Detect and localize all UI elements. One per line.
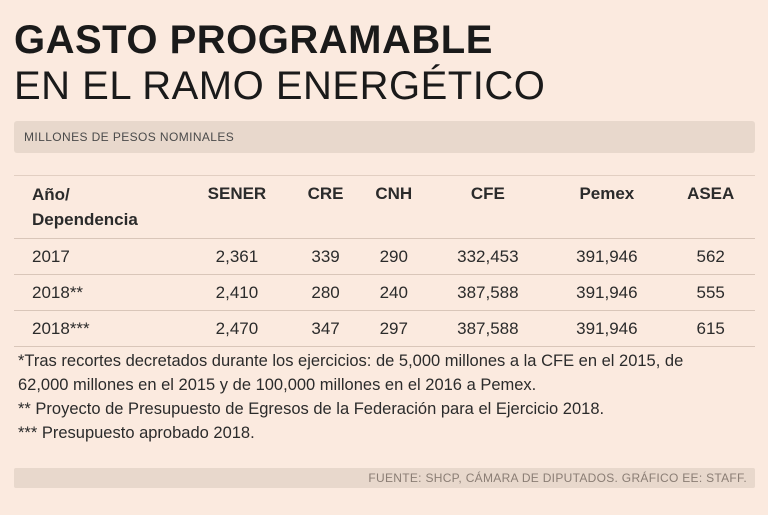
chart-title-line1: GASTO PROGRAMABLE bbox=[14, 18, 493, 62]
footnotes: *Tras recortes decretados durante los ej… bbox=[18, 349, 758, 445]
header-first-line2: Dependencia bbox=[32, 210, 138, 229]
table-cell: 391,946 bbox=[547, 310, 667, 347]
table-cell: 297 bbox=[359, 310, 429, 347]
table-cell: 332,453 bbox=[428, 238, 548, 275]
table-cell: 562 bbox=[666, 238, 755, 275]
table-cell: 339 bbox=[291, 238, 360, 275]
row-label: 2018** bbox=[14, 274, 182, 311]
table-cell: 387,588 bbox=[428, 274, 548, 311]
header-year-dependency: Año/ Dependencia bbox=[14, 175, 182, 239]
column-header: Pemex bbox=[547, 175, 667, 239]
table-cell: 2,410 bbox=[182, 274, 292, 311]
table-cell: 387,588 bbox=[428, 310, 548, 347]
table-cell: 555 bbox=[666, 274, 755, 311]
footnote: ** Proyecto de Presupuesto de Egresos de… bbox=[18, 400, 605, 418]
table-cell: 290 bbox=[359, 238, 429, 275]
row-label: 2018*** bbox=[14, 310, 182, 347]
footer-bar: FUENTE: SHCP, CÁMARA DE DIPUTADOS. GRÁFI… bbox=[14, 468, 755, 488]
column-header: SENER bbox=[182, 175, 292, 239]
column-header: CNH bbox=[359, 175, 429, 239]
subtitle-bar: MILLONES DE PESOS NOMINALES bbox=[14, 121, 755, 153]
header-first-line1: Año/ bbox=[32, 185, 70, 204]
footnote: 62,000 millones en el 2015 y de 100,000 … bbox=[18, 376, 537, 394]
units-subtitle: MILLONES DE PESOS NOMINALES bbox=[24, 130, 235, 144]
column-header: CFE bbox=[428, 175, 548, 239]
data-table: Año/ Dependencia SENER CRE CNH CFE Pemex… bbox=[14, 175, 755, 347]
table-row: 2018*** 2,470 347 297 387,588 391,946 61… bbox=[14, 310, 755, 347]
table-cell: 280 bbox=[291, 274, 360, 311]
table-cell: 240 bbox=[359, 274, 429, 311]
table-cell: 391,946 bbox=[547, 238, 667, 275]
row-label: 2017 bbox=[14, 238, 182, 275]
table-cell: 2,361 bbox=[182, 238, 292, 275]
column-header: CRE bbox=[291, 175, 360, 239]
table-header-row: Año/ Dependencia SENER CRE CNH CFE Pemex… bbox=[14, 175, 755, 239]
footnote: *** Presupuesto aprobado 2018. bbox=[18, 424, 255, 442]
column-header: ASEA bbox=[666, 175, 755, 239]
chart-title-line2: EN EL RAMO ENERGÉTICO bbox=[14, 64, 546, 108]
source-credit: FUENTE: SHCP, CÁMARA DE DIPUTADOS. GRÁFI… bbox=[368, 471, 747, 485]
table-cell: 347 bbox=[291, 310, 360, 347]
table-row: 2017 2,361 339 290 332,453 391,946 562 bbox=[14, 238, 755, 275]
footnote: *Tras recortes decretados durante los ej… bbox=[18, 352, 684, 370]
table-cell: 391,946 bbox=[547, 274, 667, 311]
table-cell: 2,470 bbox=[182, 310, 292, 347]
table-row: 2018** 2,410 280 240 387,588 391,946 555 bbox=[14, 274, 755, 311]
table-cell: 615 bbox=[666, 310, 755, 347]
